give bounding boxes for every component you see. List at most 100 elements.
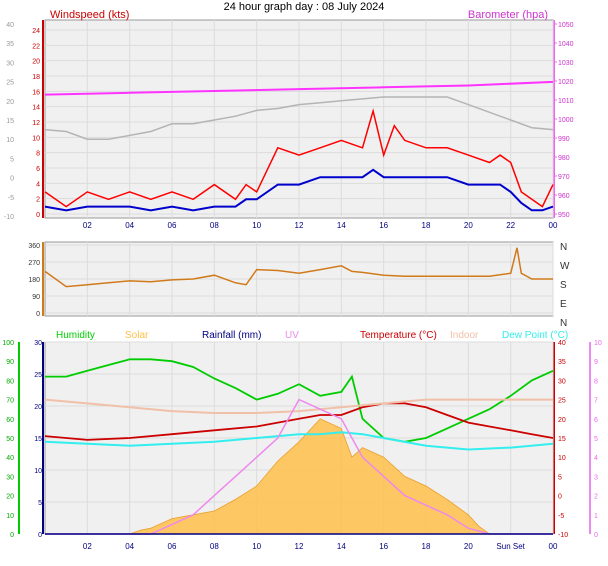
temp-tick-label: 35: [6, 41, 14, 48]
wind-tick-label: 0: [36, 212, 40, 219]
compass-tick-label: W: [560, 261, 570, 272]
rain-tick-label: 25: [34, 372, 42, 379]
rain-tick-label: 0: [38, 532, 42, 539]
wind-x-tick-label: 04: [125, 221, 134, 230]
rain-tick-label: 20: [34, 404, 42, 411]
temp-tick-label: 30: [6, 60, 14, 67]
wind-tick-label: 12: [32, 120, 40, 127]
baro-tick-label: 990: [558, 136, 570, 143]
wind-tick-label: 16: [32, 89, 40, 96]
wind-tick-label: 2: [36, 197, 40, 204]
temp-right-tick-label: 10: [558, 455, 566, 462]
temp-right-tick-label: 40: [558, 340, 566, 347]
temp-tick-label: 25: [6, 80, 14, 87]
wind-tick-label: 24: [32, 28, 40, 35]
wind-x-tick-label: 00: [549, 221, 558, 230]
humidity-tick-label: 50: [6, 436, 14, 443]
humidity-tick-label: 100: [2, 340, 14, 347]
rain-tick-label: 10: [34, 468, 42, 475]
uv-tick-label: 6: [594, 417, 598, 424]
humidity-tick-label: 90: [6, 359, 14, 366]
wind-x-tick-label: 16: [379, 221, 388, 230]
atmo-x-tick-label: 04: [125, 542, 134, 551]
temp-tick-label: 40: [6, 22, 14, 29]
humidity-tick-label: 0: [10, 532, 14, 539]
uv-tick-label: 3: [594, 474, 598, 481]
compass-tick-label: N: [560, 318, 567, 329]
humidity-tick-label: 70: [6, 398, 14, 405]
wind-tick-label: 8: [36, 151, 40, 158]
humidity-tick-label: 40: [6, 455, 14, 462]
atmo-x-tick-label: 12: [295, 542, 304, 551]
temp-tick-label: 20: [6, 99, 14, 106]
uv-tick-label: 1: [594, 513, 598, 520]
direction-series-line: [44, 247, 553, 288]
wind-axis-title: Windspeed (kts): [50, 9, 129, 21]
temp-right-tick-label: 0: [558, 494, 562, 501]
humidity-tick-label: 30: [6, 474, 14, 481]
legend-item: Humidity: [56, 330, 95, 341]
rain-tick-label: 30: [34, 340, 42, 347]
temperature-series-line: [44, 402, 554, 441]
wind-x-tick-label: 22: [506, 221, 515, 230]
baro-tick-label: 970: [558, 174, 570, 181]
wind-tick-label: 22: [32, 43, 40, 50]
temp-right-tick-label: 25: [558, 398, 566, 405]
atmo-x-tick-label: 00: [549, 542, 558, 551]
rain-tick-label: 5: [38, 500, 42, 507]
atmo-x-tick-label: 18: [422, 542, 431, 551]
uv-tick-label: 0: [594, 532, 598, 539]
baro-tick-label: 1000: [558, 117, 574, 124]
humidity-tick-label: 60: [6, 417, 14, 424]
legend-item: Rainfall (mm): [202, 330, 261, 341]
dir-tick-label: 0: [36, 311, 40, 318]
temp-right-tick-label: -10: [558, 532, 568, 539]
wind-x-tick-label: 18: [422, 221, 431, 230]
compass-tick-label: S: [560, 280, 567, 291]
temp-tick-label: 15: [6, 118, 14, 125]
uv-tick-label: 2: [594, 494, 598, 501]
chart-title: 24 hour graph day : 08 July 2024: [224, 1, 385, 13]
temp-right-tick-label: 30: [558, 378, 566, 385]
uv-series-line: [45, 398, 553, 535]
dir-tick-label: 90: [32, 294, 40, 301]
wind-tick-label: 20: [32, 59, 40, 66]
atmo-x-tick-label: 16: [379, 542, 388, 551]
baro-tick-label: 1040: [558, 41, 574, 48]
wind-tick-label: 4: [36, 181, 40, 188]
baro-tick-label: 950: [558, 212, 570, 219]
dewpoint-series-line: [44, 431, 554, 451]
uv-tick-label: 10: [594, 340, 602, 347]
atmo-x-tick-label: 06: [168, 542, 177, 551]
legend-item: Dew Point (°C): [502, 330, 568, 341]
baro-axis-title: Barometer (hpa): [468, 9, 548, 21]
temp-right-tick-label: 15: [558, 436, 566, 443]
atmo-x-tick-label: Sun Set: [496, 542, 525, 551]
wind-x-tick-label: 12: [295, 221, 304, 230]
humidity-tick-label: 20: [6, 494, 14, 501]
wind-x-tick-label: 02: [83, 221, 92, 230]
legend-item: UV: [285, 330, 299, 341]
legend-item: Temperature (°C): [360, 330, 437, 341]
uv-tick-label: 4: [594, 455, 598, 462]
temp-tick-label: 10: [6, 137, 14, 144]
temp-tick-label: 0: [10, 176, 14, 183]
baro-tick-label: 980: [558, 155, 570, 162]
atmo-x-tick-label: 08: [210, 542, 219, 551]
legend-item: Solar: [125, 330, 149, 341]
baro-tick-label: 1020: [558, 79, 574, 86]
legend-item: Indoor: [450, 330, 479, 341]
wind-tick-label: 10: [32, 135, 40, 142]
dir-tick-label: 180: [28, 277, 40, 284]
wind-tick-label: 14: [32, 105, 40, 112]
dir-tick-label: 270: [28, 260, 40, 267]
wind-x-tick-label: 14: [337, 221, 346, 230]
temp-grey-series-line: [44, 96, 554, 140]
baro-tick-label: 1010: [558, 98, 574, 105]
humidity-tick-label: 10: [6, 513, 14, 520]
uv-tick-label: 5: [594, 436, 598, 443]
avg-series-line: [44, 168, 554, 212]
baro-tick-label: 1030: [558, 60, 574, 67]
